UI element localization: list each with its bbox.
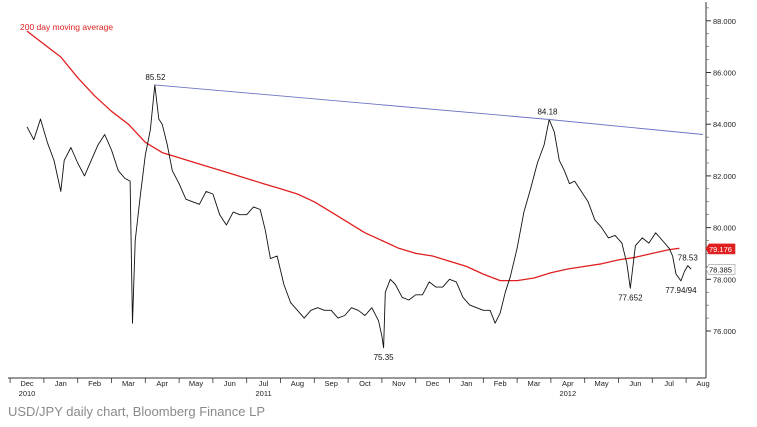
x-tick-label: Nov [392, 379, 406, 388]
x-tick-label: Dec [426, 379, 440, 388]
x-tick-label: Apr [156, 379, 168, 388]
y-tick-label: 76.000 [713, 327, 736, 336]
x-tick-label: May [595, 379, 609, 388]
legend-label: 200 day moving average [20, 22, 113, 32]
x-tick-label: Apr [562, 379, 574, 388]
x-tick-label: Sep [325, 379, 338, 388]
x-tick-label: Jun [224, 379, 236, 388]
y-tick-label: 84.000 [713, 120, 736, 129]
x-tick-label: Jan [460, 379, 472, 388]
x-tick-label: Feb [494, 379, 507, 388]
annotation-label: 78.53 [678, 254, 699, 263]
x-tick-label: Oct [359, 379, 372, 388]
x-tick-label: Jun [629, 379, 641, 388]
usdjpy-chart: 85.52 84.18 75.35 77.652 78.53 77.94/94 76.00… [0, 0, 757, 400]
x-tick-label: Mar [528, 379, 541, 388]
x-axis-ticks: Dec Jan Feb Mar Apr May Jun Jul Aug Sep Oct Nov Dec J… [9, 378, 710, 398]
x-tick-label: Feb [88, 379, 101, 388]
series-usd-jpy [26, 84, 692, 349]
annotation-label: 85.52 [145, 73, 166, 82]
annotation-label: 84.18 [537, 108, 558, 117]
annotation-label: 75.35 [374, 353, 395, 362]
chart-background [0, 0, 757, 400]
x-year-label: 2011 [256, 389, 272, 398]
y-tick-label: 78.000 [713, 275, 736, 284]
y-tick-label: 86.000 [713, 69, 736, 78]
last-value-tag: 79.176 [705, 243, 736, 255]
last-value-tags: 79.176 78.385 [705, 243, 736, 275]
series-layer [26, 30, 704, 349]
x-tick-label: Jul [664, 379, 674, 388]
annotation-layer: 85.52 84.18 75.35 77.652 78.53 77.94/94 [145, 73, 698, 362]
x-tick-label: Aug [696, 379, 709, 388]
last-value-tag: 78.385 [705, 264, 736, 275]
series-200-day-moving-average [26, 30, 680, 282]
x-tick-label: Jan [55, 379, 67, 388]
x-tick-label: May [189, 379, 203, 388]
x-tick-label: Aug [291, 379, 304, 388]
annotation-label: 77.94/94 [665, 286, 697, 295]
last-value-tag-box [705, 264, 736, 275]
y-tick-label: 88.000 [713, 17, 736, 26]
chart-caption: USD/JPY daily chart, Bloomberg Finance L… [8, 404, 265, 419]
x-tick-label: Mar [122, 379, 135, 388]
last-value-tag-label: 79.176 [709, 245, 732, 254]
annotation-label: 77.652 [618, 293, 643, 302]
y-tick-label: 82.000 [713, 172, 736, 181]
y-tick-label: 80.000 [713, 224, 736, 233]
x-year-label: 2010 [19, 389, 36, 398]
x-year-label: 2012 [559, 389, 576, 398]
series-trendline [154, 84, 704, 135]
x-tick-label: Dec [20, 379, 34, 388]
x-tick-label: Jul [259, 379, 269, 388]
last-value-tag-label: 78.385 [709, 265, 732, 274]
y-axis-ticks: 76.000 78.000 80.000 82.000 84.000 86.000 88.0… [706, 7, 736, 336]
last-value-tag-box [705, 243, 736, 255]
